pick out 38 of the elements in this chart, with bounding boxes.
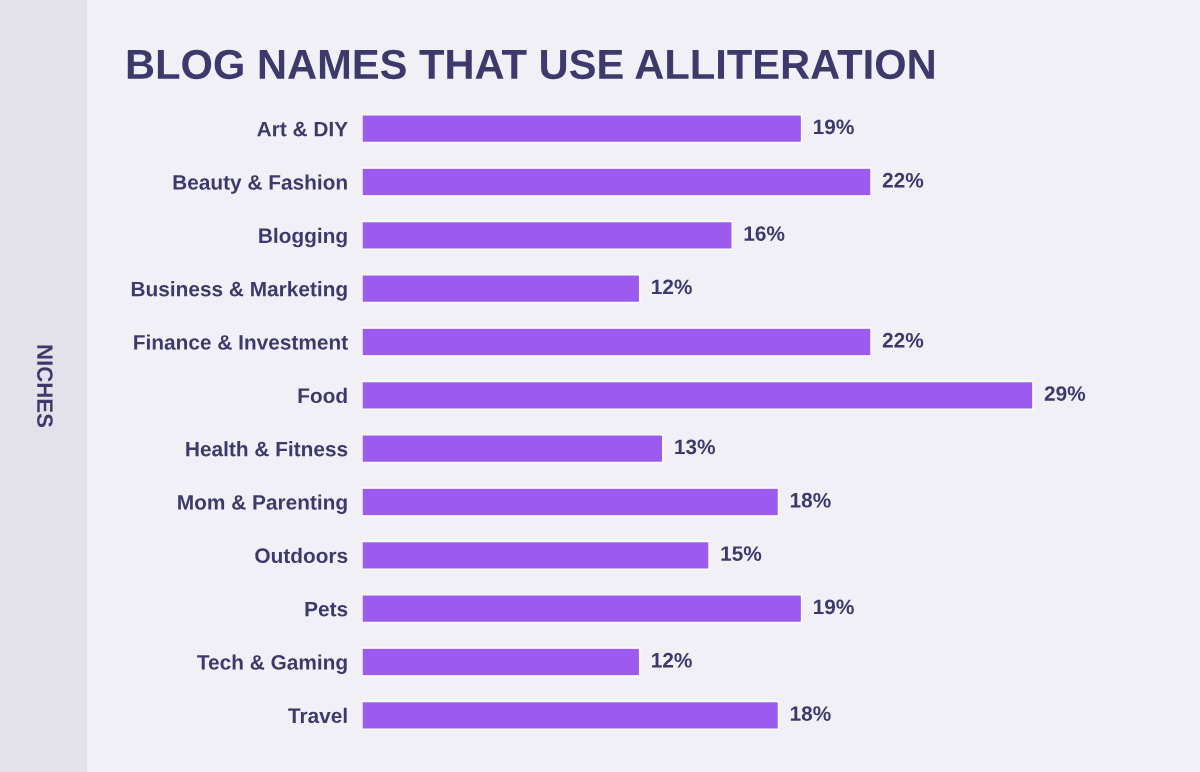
data-label: 15% (721, 546, 762, 561)
data-label: 12% (652, 279, 692, 295)
y-tick-label: Finance & Investment (134, 334, 348, 350)
bar (362, 540, 710, 570)
data-label: 13% (675, 439, 716, 455)
bar (362, 434, 664, 464)
data-label: 18% (790, 492, 831, 508)
bar (362, 327, 872, 357)
bar (362, 114, 803, 144)
bar (362, 274, 641, 304)
y-tick-label: Mom & Parenting (178, 494, 347, 514)
y-tick-label: Travel (288, 707, 347, 724)
chart-title: BLOG NAMES THAT USE ALLITERATION (127, 49, 934, 80)
bar (362, 594, 803, 624)
y-tick-label: Pets (305, 601, 348, 617)
y-tick-label: Food (298, 387, 347, 404)
bar (362, 700, 780, 730)
y-tick-label: Tech & Gaming (197, 654, 347, 674)
data-label: 19% (813, 119, 854, 135)
y-tick-label: Health & Fitness (186, 441, 348, 457)
bar (362, 220, 733, 250)
y-tick-label: Business & Marketing (131, 281, 347, 301)
y-tick-label: Art & DIY (257, 121, 348, 137)
data-label: 29% (1044, 386, 1086, 401)
bar (362, 647, 641, 677)
y-tick-label: Blogging (259, 227, 347, 248)
data-label: 16% (744, 226, 785, 241)
bar (362, 487, 780, 517)
data-label: 18% (790, 706, 831, 721)
data-label: 22% (882, 332, 924, 348)
bar (362, 380, 1034, 410)
data-label: 12% (652, 652, 692, 668)
data-label: 22% (882, 172, 924, 188)
y-axis-title: NICHES (37, 345, 53, 428)
y-tick-label: Outdoors (255, 547, 348, 564)
bar (362, 167, 872, 197)
data-label: 19% (813, 599, 854, 615)
y-tick-label: Beauty & Fashion (173, 174, 347, 194)
